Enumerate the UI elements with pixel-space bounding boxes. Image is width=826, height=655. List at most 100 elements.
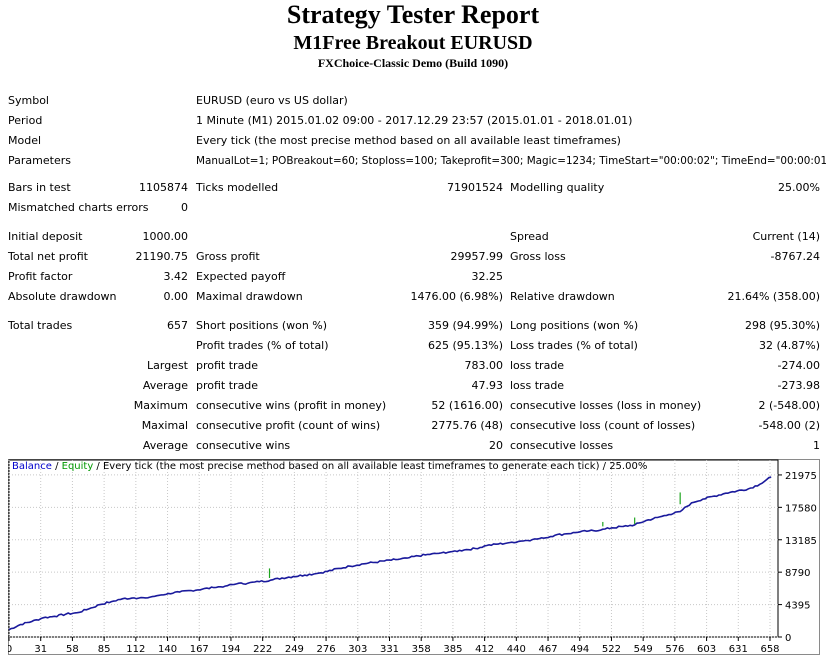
- legend-description: / Every tick (the most precise method ba…: [93, 461, 648, 472]
- parameters-label: Parameters: [8, 154, 71, 167]
- deposit-value: 1000.00: [142, 230, 189, 243]
- loss-trades-value: 32 (4.87%): [758, 339, 820, 352]
- largest-profit-value: 783.00: [464, 359, 504, 372]
- x-tick-label: 494: [570, 644, 589, 655]
- maximal-label: Maximal: [141, 419, 188, 432]
- x-tick-label: 631: [729, 644, 748, 655]
- model-label: Model: [8, 134, 42, 147]
- largest-profit-label: profit trade: [196, 359, 259, 372]
- maximal-consecutive-loss-value: -548.00 (2): [758, 419, 820, 432]
- expected-payoff-value: 32.25: [471, 270, 504, 283]
- x-tick-label: 603: [697, 644, 716, 655]
- x-tick-label: 440: [507, 644, 526, 655]
- legend-balance: Balance: [12, 461, 52, 472]
- average-consecutive-wins-value: 20: [489, 439, 503, 452]
- x-tick-label: 31: [34, 644, 47, 655]
- profit-factor-value: 3.42: [163, 270, 189, 283]
- x-tick-label: 576: [665, 644, 684, 655]
- long-positions-label: Long positions (won %): [510, 319, 639, 332]
- x-axis: 0 31 58 85 112 140 167 194 222 249 276 303 331 358 385…: [8, 637, 780, 655]
- x-tick-label: 167: [190, 644, 209, 655]
- max-consecutive-wins-value: 52 (1616.00): [431, 399, 503, 412]
- y-tick-label: 4395: [785, 601, 810, 612]
- chart-series: [8, 476, 772, 631]
- average-consecutive-wins-label: consecutive wins: [196, 439, 291, 452]
- quality-value: 25.00%: [778, 181, 820, 194]
- total-trades-label: Total trades: [8, 319, 73, 332]
- x-tick-label: 522: [602, 644, 621, 655]
- server-build: FXChoice-Classic Demo (Build 1090): [317, 56, 509, 70]
- gross-profit-label: Gross profit: [196, 250, 260, 263]
- average-label: Average: [142, 379, 188, 392]
- x-tick-label: 658: [760, 644, 779, 655]
- x-tick-label: 112: [126, 644, 145, 655]
- y-tick-label: 21975: [785, 471, 817, 482]
- mismatch-label: Mismatched charts errors: [8, 201, 149, 214]
- x-tick-label: 85: [98, 644, 111, 655]
- plot-area: [8, 459, 779, 638]
- legend-separator: /: [51, 461, 62, 472]
- max-consecutive-losses-value: 2 (-548.00): [758, 399, 820, 412]
- balance-line: [8, 476, 772, 631]
- period-value: 1 Minute (M1) 2015.01.02 09:00 - 2017.12…: [196, 114, 633, 127]
- profit-trades-label: Profit trades (% of total): [196, 339, 329, 352]
- average-loss-value: -273.98: [777, 379, 820, 392]
- x-tick-label: 467: [538, 644, 557, 655]
- average-profit-value: 47.93: [471, 379, 504, 392]
- spread-value: Current (14): [752, 230, 820, 243]
- symbol-value: EURUSD (euro vs US dollar): [196, 94, 348, 107]
- profit-trades-value: 625 (95.13%): [427, 339, 503, 352]
- bars-value: 1105874: [139, 181, 188, 194]
- mismatch-value: 0: [181, 201, 188, 214]
- absolute-drawdown-label: Absolute drawdown: [8, 290, 117, 303]
- short-positions-label: Short positions (won %): [196, 319, 328, 332]
- maximal-drawdown-value: 1476.00 (6.98%): [410, 290, 503, 303]
- model-value: Every tick (the most precise method base…: [196, 134, 621, 147]
- total-trades-value: 657: [167, 319, 188, 332]
- maximal-consecutive-profit-label: consecutive profit (count of wins): [196, 419, 381, 432]
- x-tick-label: 276: [317, 644, 336, 655]
- bars-label: Bars in test: [8, 181, 71, 194]
- x-tick-label: 549: [634, 644, 653, 655]
- gross-loss-label: Gross loss: [510, 250, 566, 263]
- net-profit-label: Total net profit: [8, 250, 88, 263]
- gross-profit-value: 29957.99: [450, 250, 504, 263]
- maximum-label: Maximum: [133, 399, 188, 412]
- quality-label: Modelling quality: [510, 181, 605, 194]
- x-tick-label: 0: [8, 644, 12, 655]
- x-tick-label: 331: [380, 644, 399, 655]
- maximal-consecutive-loss-label: consecutive loss (count of losses): [510, 419, 696, 432]
- x-tick-label: 358: [412, 644, 431, 655]
- balance-chart: 0 31 58 85 112 140 167 194 222 249 276 303 331 358 385…: [8, 459, 820, 655]
- relative-drawdown-label: Relative drawdown: [510, 290, 615, 303]
- absolute-drawdown-value: 0.00: [163, 290, 189, 303]
- average2-label: Average: [142, 439, 188, 452]
- expert-name: M1Free Breakout EURUSD: [293, 32, 533, 54]
- x-tick-label: 249: [285, 644, 304, 655]
- spread-label: Spread: [510, 230, 549, 243]
- y-tick-label: 17580: [785, 503, 817, 514]
- ticks-label: Ticks modelled: [196, 181, 279, 194]
- net-profit-value: 21190.75: [135, 250, 189, 263]
- y-tick-label: 0: [785, 633, 791, 644]
- period-label: Period: [8, 114, 43, 127]
- largest-loss-label: loss trade: [510, 359, 565, 372]
- x-tick-label: 194: [221, 644, 240, 655]
- relative-drawdown-value: 21.64% (358.00): [727, 290, 820, 303]
- y-tick-label: 13185: [785, 536, 817, 547]
- x-tick-label: 58: [66, 644, 79, 655]
- largest-label: Largest: [147, 359, 188, 372]
- expected-payoff-label: Expected payoff: [196, 270, 286, 283]
- max-consecutive-wins-label: consecutive wins (profit in money): [196, 399, 387, 412]
- x-tick-label: 303: [348, 644, 367, 655]
- average-consecutive-losses-label: consecutive losses: [510, 439, 614, 452]
- ticks-value: 71901524: [447, 181, 503, 194]
- symbol-label: Symbol: [8, 94, 49, 107]
- average-loss-label: loss trade: [510, 379, 565, 392]
- profit-factor-label: Profit factor: [8, 270, 73, 283]
- x-tick-label: 140: [158, 644, 177, 655]
- legend-equity: Equity: [61, 461, 94, 472]
- deposit-label: Initial deposit: [8, 230, 83, 243]
- short-positions-value: 359 (94.99%): [427, 319, 503, 332]
- loss-trades-label: Loss trades (% of total): [510, 339, 638, 352]
